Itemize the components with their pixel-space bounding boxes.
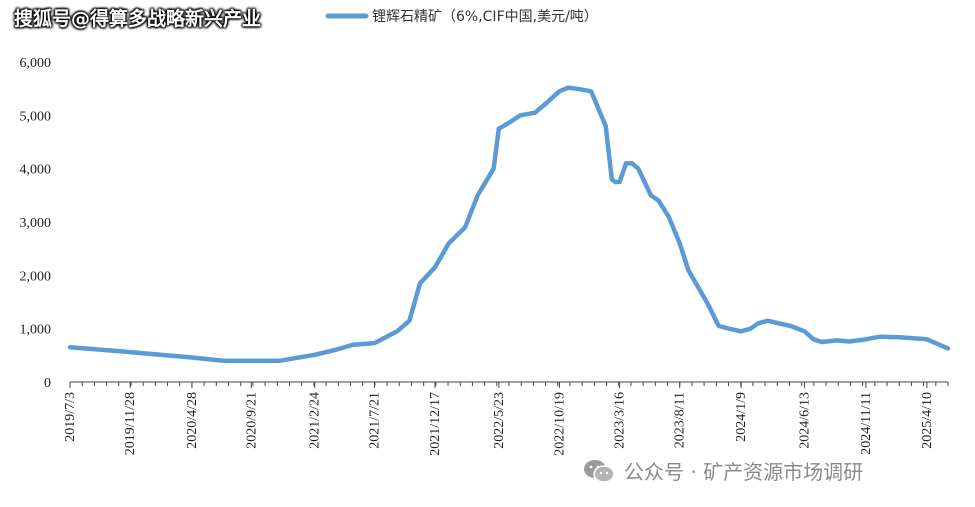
x-tick-label: 2024/6/13 (798, 392, 813, 449)
x-tick-label: 2019/11/28 (123, 392, 138, 455)
y-tick-label: 2,000 (20, 269, 52, 284)
y-tick-label: 5,000 (20, 109, 52, 124)
x-tick-label: 2024/11/11 (859, 392, 874, 455)
x-tick-label: 2021/7/21 (367, 392, 382, 449)
y-tick-label: 6,000 (20, 56, 52, 71)
legend: 锂辉石精矿（6%,CIF中国,美元/吨） (325, 9, 598, 25)
x-tick-label: 2020/4/28 (185, 392, 200, 449)
wechat-icon (584, 459, 615, 483)
x-tick-label: 2025/4/10 (920, 392, 935, 449)
x-tick-label: 2024/1/9 (734, 392, 749, 442)
x-tick-label: 2023/3/16 (613, 392, 628, 449)
y-tick-label: 3,000 (20, 216, 52, 231)
watermark-bottom: 公众号 · 矿产资源市场调研 (582, 456, 863, 485)
series-layer (67, 85, 951, 363)
legend-label: 锂辉石精矿（6%,CIF中国,美元/吨） (372, 9, 598, 25)
y-tick-label: 1,000 (20, 323, 52, 338)
watermark-top: 搜狐号@得算多战略新兴产业 (14, 8, 262, 30)
series-line (67, 85, 951, 363)
y-tick-label: 0 (44, 376, 51, 391)
y-tick-label: 4,000 (20, 163, 52, 178)
y-axis-ticks: 0 1,000 2,000 3,000 4,000 5,000 6,000 (20, 56, 52, 391)
x-tick-label: 2023/8/11 (673, 392, 688, 448)
x-tick-label: 2020/9/21 (244, 392, 259, 449)
x-tick-label: 2021/2/24 (308, 392, 323, 449)
x-tick-label: 2022/5/23 (492, 392, 507, 449)
x-axis: 2019/7/3 2019/11/28 2020/4/28 2020/9/21 2021… (63, 381, 949, 456)
x-tick-label: 2019/7/3 (63, 392, 78, 442)
x-tick-label: 2021/12/17 (428, 392, 443, 456)
watermark-bottom-text: 公众号 · 矿产资源市场调研 (624, 460, 864, 484)
x-tick-label: 2022/10/19 (552, 392, 567, 456)
